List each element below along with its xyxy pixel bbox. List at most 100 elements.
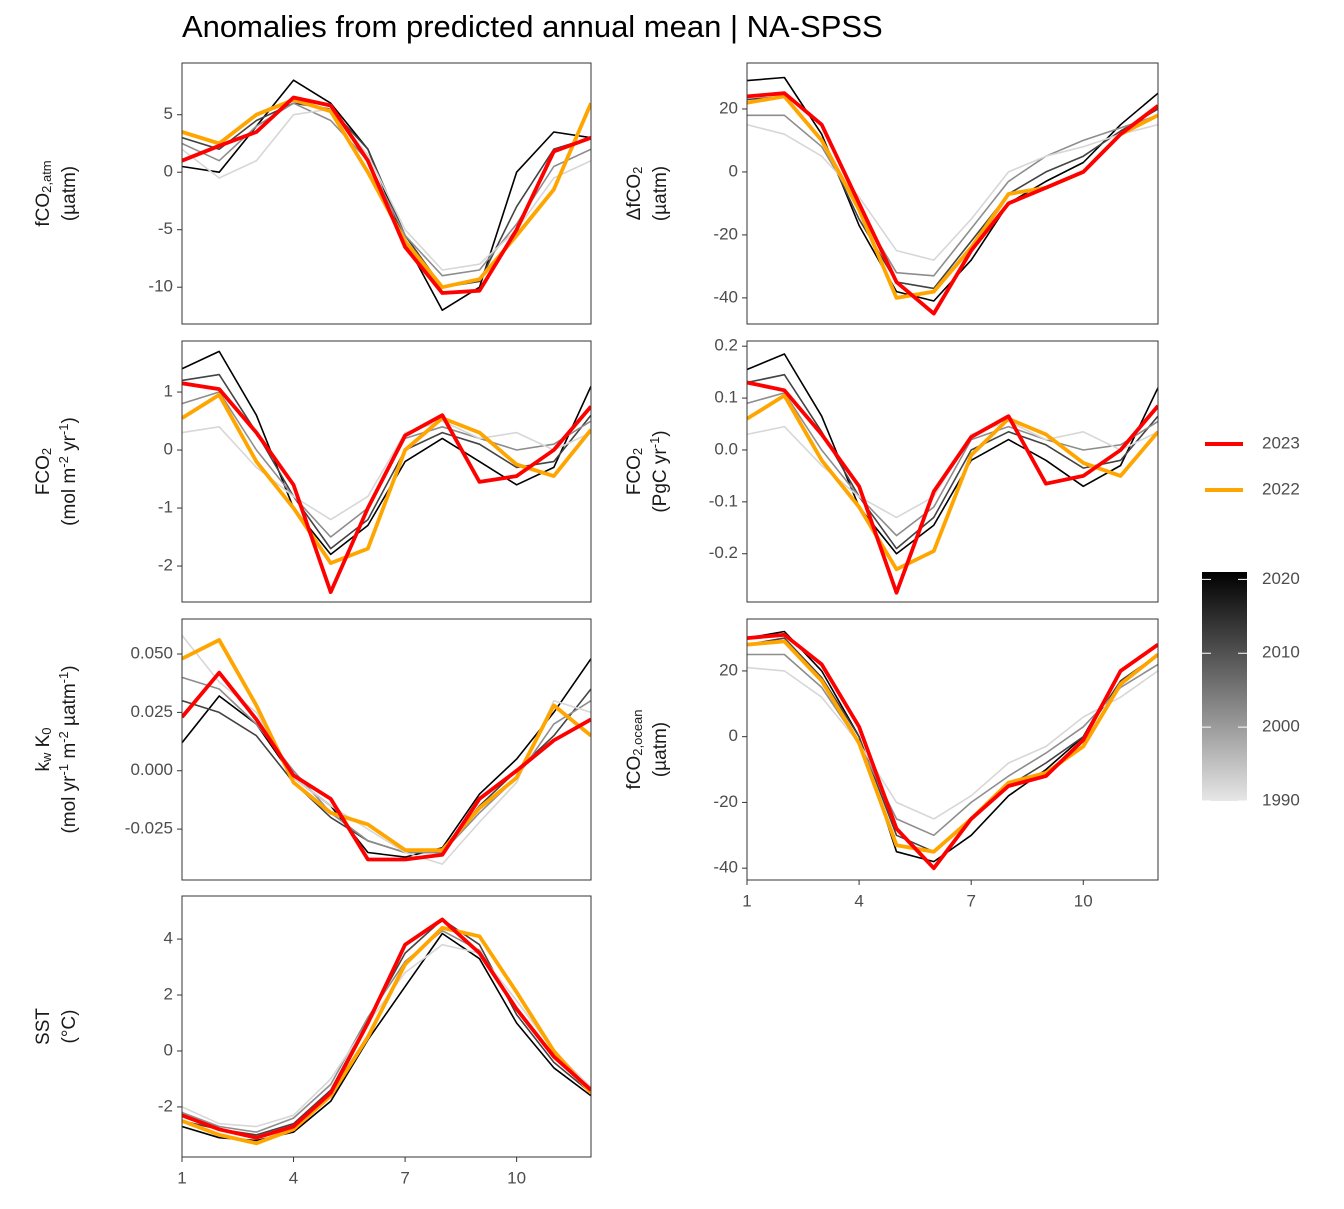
label-part: )	[59, 417, 80, 423]
legend-label: 2022	[1262, 479, 1300, 498]
label-part: µatm	[59, 683, 80, 731]
year-line	[182, 108, 591, 271]
label-part: (µatm)	[650, 722, 671, 777]
highlight-line	[182, 670, 591, 862]
label-part: 2,atm	[39, 160, 54, 193]
y-axis-label: fCO2,ocean	[624, 709, 645, 789]
y-tick-label: -40	[713, 858, 738, 877]
year-line	[182, 350, 591, 556]
year-line	[182, 373, 591, 550]
panel-border	[181, 340, 592, 603]
label-part: (mol m	[59, 468, 80, 526]
year-line	[182, 932, 591, 1142]
plot-lines	[182, 917, 591, 1146]
legend-label: 2023	[1262, 433, 1300, 452]
x-tick-label: 10	[507, 1168, 526, 1187]
label-part: 2	[630, 448, 645, 455]
y-tick-label: -2	[158, 1096, 173, 1115]
y-tick-label: -20	[713, 792, 738, 811]
label-part: 2,ocean	[630, 709, 645, 755]
label-part: -1	[647, 437, 662, 449]
label-part: ΔfCO	[624, 174, 645, 220]
y-axis-label: fCO2,atm	[33, 160, 54, 226]
y-tick-label: -0.025	[125, 819, 173, 838]
plot-lines	[182, 79, 591, 311]
y-tick-label: 0	[729, 726, 738, 745]
year-line	[747, 123, 1158, 261]
year-line	[747, 353, 1158, 555]
y-axis-label: SST	[33, 1008, 54, 1045]
label-part: )	[650, 430, 671, 436]
plot-lines	[747, 353, 1158, 595]
highlight-line	[182, 393, 591, 565]
highlight-line	[747, 639, 1158, 854]
figure-title: Anomalies from predicted annual mean | N…	[182, 9, 883, 44]
x-tick-label: 4	[854, 891, 863, 910]
year-line	[747, 653, 1158, 837]
y-tick-label: 0.025	[130, 702, 173, 721]
year-line	[182, 102, 591, 277]
y-tick-label: -10	[148, 277, 173, 296]
panel-border	[181, 895, 592, 1158]
y-tick-label: 0	[164, 440, 173, 459]
label-part: (PgC yr	[650, 448, 671, 513]
label-part: fCO	[624, 756, 645, 790]
x-tick-label: 7	[966, 891, 975, 910]
y-tick-label: 0.2	[714, 336, 738, 355]
label-part: -2	[56, 731, 71, 743]
panel-border	[181, 618, 592, 881]
y-tick-label: 0	[729, 161, 738, 180]
y-tick-label: 0.050	[130, 644, 173, 663]
label-part: (mol yr	[59, 775, 80, 834]
highlight-line	[747, 94, 1158, 300]
label-part: w	[39, 752, 54, 763]
plot-lines	[182, 350, 591, 594]
y-axis-label: kw K0	[33, 727, 54, 771]
label-part: -1	[56, 424, 71, 436]
x-tick-label: 1	[177, 1168, 186, 1187]
panel-border	[746, 62, 1159, 325]
panel-border	[746, 340, 1159, 603]
colorbar-label: 2020	[1262, 569, 1300, 588]
label-part: K	[33, 734, 54, 752]
label-part: (°C)	[59, 1010, 80, 1044]
panel-border	[181, 62, 592, 325]
y-tick-label: 2	[164, 985, 173, 1004]
y-tick-label: 0.1	[714, 388, 738, 407]
y-tick-label: 1	[164, 382, 173, 401]
y-axis-label: (µatm)	[650, 722, 671, 777]
highlight-line	[182, 926, 591, 1146]
y-axis-label: (°C)	[59, 1010, 80, 1044]
label-part: yr	[59, 434, 80, 456]
highlight-line	[182, 95, 591, 295]
y-tick-label: 0	[164, 162, 173, 181]
y-tick-label: -0.2	[709, 543, 738, 562]
y-axis-label: (µatm)	[650, 166, 671, 221]
highlight-line	[182, 638, 591, 852]
y-tick-label: 20	[719, 660, 738, 679]
label-part: -2	[56, 456, 71, 468]
y-axis-label: (mol m-2 yr-1)	[56, 417, 80, 526]
year-line	[182, 79, 591, 311]
y-tick-label: -20	[713, 224, 738, 243]
y-tick-label: -40	[713, 287, 738, 306]
y-axis-label: FCO2	[33, 448, 54, 495]
label-part: k	[33, 762, 54, 772]
y-tick-label: -2	[158, 556, 173, 575]
plot-lines	[182, 634, 591, 865]
y-tick-label: 5	[164, 104, 173, 123]
label-part: fCO	[33, 193, 54, 227]
y-axis-label: (PgC yr-1)	[647, 430, 671, 512]
x-tick-label: 4	[289, 1168, 298, 1187]
highlight-line	[747, 380, 1158, 595]
y-tick-label: -5	[158, 219, 173, 238]
label-part: (µatm)	[59, 166, 80, 221]
highlight-line	[747, 632, 1158, 871]
colorbar-label: 1990	[1262, 790, 1300, 809]
y-tick-label: -1	[158, 498, 173, 517]
highlight-line	[747, 91, 1158, 316]
y-tick-label: 0.0	[714, 439, 738, 458]
y-tick-label: 4	[164, 929, 173, 948]
label-part: )	[59, 665, 80, 671]
